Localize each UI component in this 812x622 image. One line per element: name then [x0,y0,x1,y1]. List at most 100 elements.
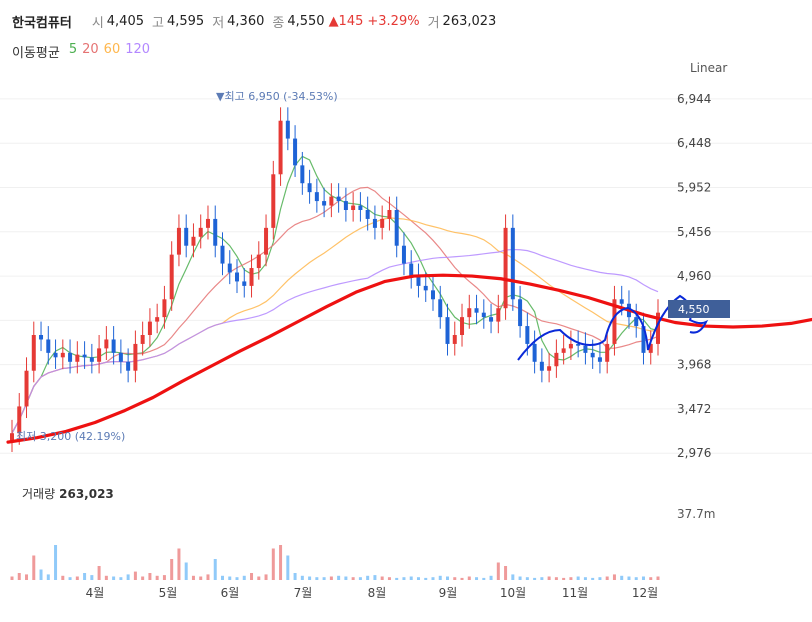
volume-panel-value: 263,023 [59,487,114,501]
candle-body [343,201,348,210]
volume-bar [148,573,152,580]
volume-bar [308,576,312,580]
y-tick-label: 3,968 [677,358,711,372]
candle-body [423,285,428,291]
volume-bar [576,576,580,580]
volume-bar [199,576,203,580]
candle-body [554,352,559,367]
price-badge-text: 4,550 [678,303,710,316]
candle-body [39,335,44,340]
candle-body [612,299,617,344]
price-badge: 4,550 [668,300,730,318]
y-tick-label: 5,456 [677,225,711,239]
volume-bar [409,576,413,580]
volume-bar [329,576,333,580]
volume-bar [315,577,319,580]
volume-bar [612,574,616,580]
candle-body [445,317,450,344]
volume-bar [213,559,217,580]
volume-bar [366,575,370,580]
ma120-line [11,248,659,434]
candle-body [416,276,421,286]
candle-body [227,263,232,273]
volume-bar [358,577,362,580]
volume-bars [10,545,660,580]
open-value: 4,405 [106,13,144,29]
volume-bar [467,576,471,580]
volume-bar [562,577,566,580]
volume-bar [162,575,166,580]
moving-average-legend[interactable]: 이동평균 5 20 60 120 [12,42,150,61]
candle-body [293,138,298,166]
high-annotation: ▼최고 6,950 (-34.53%) [216,90,338,103]
x-tick-label: 6월 [221,586,240,600]
candle-body [89,357,94,362]
candle-body [322,201,327,206]
volume-bar [104,575,108,580]
volume-bar [511,574,515,580]
candle-body [191,236,196,246]
ma-120: 120 [125,42,151,57]
volume-bar [97,566,101,580]
y-tick-label: 3,472 [677,402,711,416]
candle-body [605,343,610,362]
volume-bar [25,574,29,580]
candle-body [278,120,283,175]
volume-bar [344,576,348,580]
moving-average-lines [11,155,659,434]
volume-bar [533,577,537,580]
volume-bar [525,577,529,580]
volume-bar [119,577,123,580]
volume-bar [453,577,457,580]
ma-60: 60 [103,42,121,57]
ma5-line [11,155,659,434]
candle-body [438,299,443,318]
volume-bar [68,577,72,580]
candle-body [409,263,414,277]
volume-bar [489,575,493,580]
candle-body [17,406,22,434]
candle-body [184,227,189,246]
volume-bar [286,555,290,580]
volume-panel-title: 거래량 [22,487,56,501]
volume-bar [591,577,595,580]
candle-body [31,335,36,371]
volume-bar [438,575,442,580]
scale-toggle[interactable]: Linear [690,61,728,75]
candle-body [213,218,218,246]
volume-bar [46,574,50,580]
candles [10,107,660,452]
volume-bar [300,575,304,580]
candle-body [496,308,501,322]
high-value: 4,595 [166,13,205,29]
grid-lines [0,98,812,454]
volume-bar [475,577,479,580]
candle-body [235,272,240,282]
volume-bar [337,575,341,580]
candle-body [264,227,269,255]
candle-body [358,205,363,210]
x-tick-label: 11월 [562,586,588,600]
candle-body [68,352,73,362]
candle-body [430,290,435,300]
candle-body [314,192,319,202]
high-label: 고 [152,15,164,31]
volume-bar [395,577,399,580]
candle-body [133,343,138,371]
volume-bar [416,577,420,580]
volume-bar [206,574,210,580]
candle-body [336,196,341,202]
volume-bar [228,576,232,580]
volume-bar [504,566,508,580]
trend-annotations [6,273,812,444]
volume-bar [39,569,43,580]
volume-bar [554,577,558,580]
volume-bar [235,577,239,580]
volume-bar [257,576,261,580]
candle-body [561,348,566,353]
volume-bar [155,575,159,580]
candle-body [547,366,552,371]
candle-body [24,370,29,407]
candle-body [394,210,399,246]
